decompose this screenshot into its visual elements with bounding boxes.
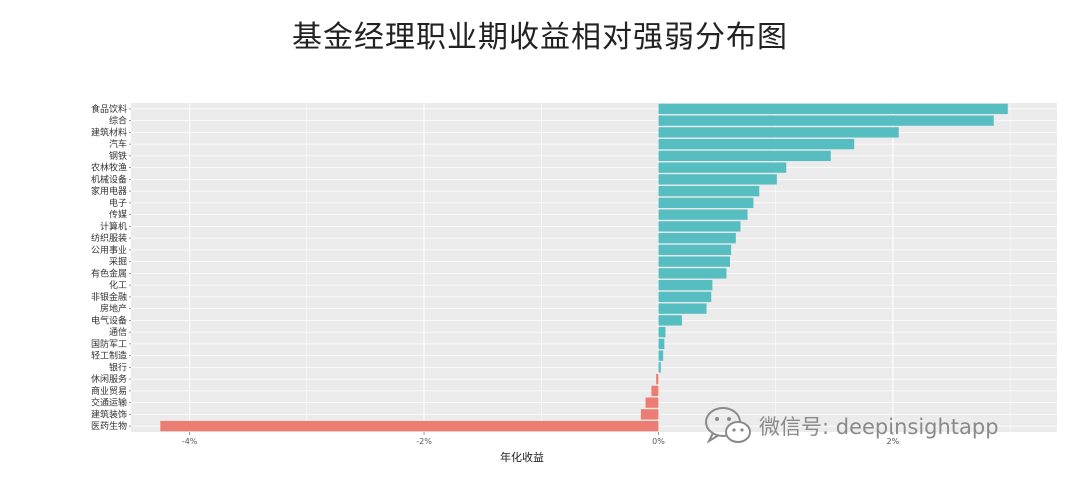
bar <box>658 162 787 173</box>
bar <box>658 103 1008 115</box>
bar <box>658 209 748 220</box>
y-tick-label: 食品饮料 <box>91 103 127 115</box>
y-tick-label: 钢铁 <box>109 150 127 162</box>
y-tick-label: 电子 <box>109 197 127 209</box>
bar <box>658 268 727 279</box>
y-tick-label: 化工 <box>109 279 127 291</box>
y-tick-label: 家用电器 <box>91 185 127 197</box>
y-tick-label: 通信 <box>109 326 127 338</box>
bar <box>645 397 659 408</box>
bar <box>658 174 777 185</box>
y-tick-label: 房地产 <box>100 303 127 315</box>
y-tick-label: 商业贸易 <box>91 385 127 397</box>
y-tick-label: 有色金属 <box>91 267 127 279</box>
y-tick-label: 医药生物 <box>91 420 127 432</box>
y-tick-label: 非银金融 <box>91 291 127 303</box>
bar <box>160 420 659 432</box>
bar <box>658 197 754 209</box>
x-tick-label: -4% <box>182 437 198 446</box>
grid-lines <box>131 103 1057 432</box>
y-tick-label: 纺织服装 <box>91 232 127 244</box>
x-axis-labels: -4% -2% 0% 2% <box>182 432 900 446</box>
bar <box>658 338 665 350</box>
y-axis-labels: 食品饮料综合建筑材料汽车钢铁农林牧渔机械设备家用电器电子传媒计算机纺织服装公用事… <box>91 103 131 432</box>
bar <box>658 150 831 162</box>
y-tick-label: 休闲服务 <box>91 373 127 385</box>
y-tick-label: 国防军工 <box>91 338 127 350</box>
y-tick-label: 交通运输 <box>91 397 127 409</box>
wechat-icon <box>705 407 751 444</box>
y-tick-label: 综合 <box>109 115 127 127</box>
bar <box>658 115 994 126</box>
y-tick-label: 农林牧渔 <box>91 162 127 174</box>
y-tick-label: 电气设备 <box>91 314 127 326</box>
bar <box>658 315 682 326</box>
y-tick-label: 建筑装饰 <box>91 408 127 420</box>
y-tick-label: 轻工制造 <box>91 350 127 362</box>
bar <box>658 256 730 267</box>
y-tick-label: 公用事业 <box>91 244 127 256</box>
bar <box>658 291 712 303</box>
y-tick-label: 建筑材料 <box>91 126 127 138</box>
watermark-text: 微信号: deepinsightapp <box>759 415 999 439</box>
y-tick-label: 计算机 <box>100 220 127 232</box>
y-tick-label: 机械设备 <box>91 173 127 185</box>
x-tick-label: 2% <box>887 437 900 446</box>
bar <box>651 385 659 397</box>
bar <box>658 350 664 361</box>
bar <box>658 127 899 138</box>
bar <box>656 373 659 385</box>
watermark: 微信号: deepinsightapp <box>703 404 999 448</box>
bar <box>658 244 732 256</box>
x-tick-label: -2% <box>416 437 432 446</box>
x-axis-title: 年化收益 <box>500 450 544 464</box>
bar <box>658 138 855 150</box>
chart-title: 基金经理职业期收益相对强弱分布图 <box>292 20 788 55</box>
bar <box>658 279 713 291</box>
bar <box>658 326 666 338</box>
bars <box>160 103 1008 432</box>
plot-panel <box>131 103 1057 432</box>
bar <box>658 232 736 244</box>
y-tick-label: 银行 <box>109 361 127 373</box>
bar <box>640 409 659 420</box>
bar <box>658 303 707 314</box>
x-tick-label: 0% <box>652 437 665 446</box>
bar <box>658 185 760 197</box>
y-tick-label: 传媒 <box>109 209 127 221</box>
y-tick-label: 采掘 <box>109 256 127 268</box>
y-tick-label: 汽车 <box>109 138 127 150</box>
bar <box>658 221 741 232</box>
bar <box>658 362 661 373</box>
